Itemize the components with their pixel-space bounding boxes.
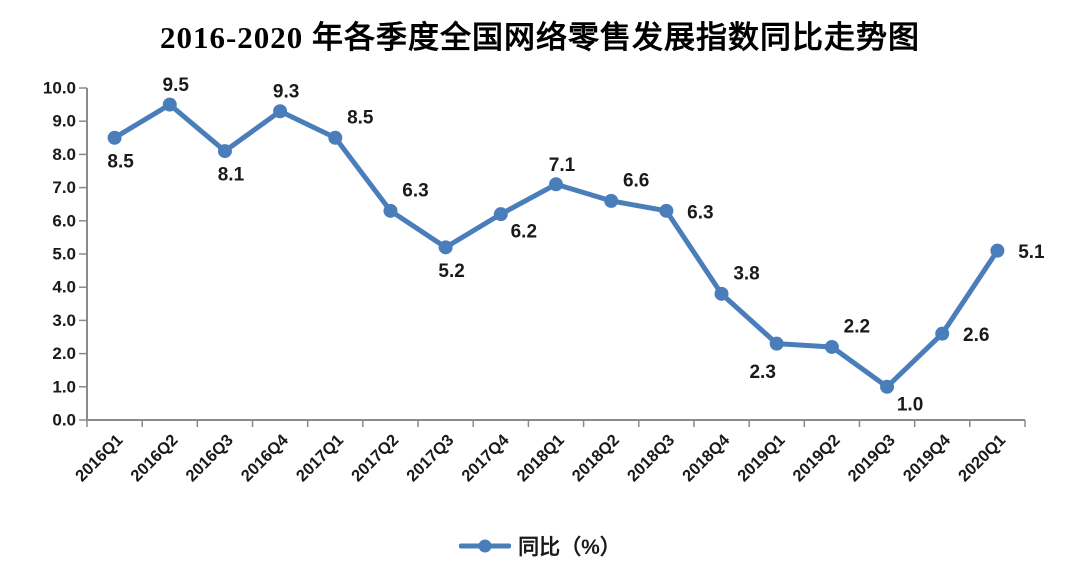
x-tick-label: 2020Q1 — [955, 431, 1009, 485]
data-point — [659, 203, 674, 218]
y-tick-label: 4.0 — [52, 278, 76, 297]
data-point — [162, 97, 177, 112]
y-tick-label: 2.0 — [52, 344, 76, 363]
data-point — [273, 104, 288, 119]
x-tick-label: 2018Q3 — [624, 431, 678, 485]
data-point — [604, 193, 619, 208]
data-label: 1.0 — [897, 394, 923, 415]
data-label: 8.1 — [218, 165, 245, 186]
y-tick-label: 9.0 — [52, 112, 76, 131]
data-point — [824, 339, 839, 354]
legend-label: 同比（%） — [518, 536, 621, 559]
data-point — [438, 240, 453, 255]
y-tick-label: 1.0 — [52, 377, 76, 396]
data-point — [107, 130, 122, 145]
data-label: 6.3 — [402, 180, 428, 201]
data-label: 2.3 — [749, 362, 775, 383]
y-tick-label: 0.0 — [52, 411, 76, 430]
data-label: 3.8 — [733, 263, 759, 284]
y-tick-label: 10.0 — [43, 79, 76, 98]
y-tick-label: 8.0 — [52, 145, 76, 164]
x-tick-label: 2019Q3 — [845, 431, 899, 485]
x-tick-label: 2018Q1 — [514, 431, 568, 485]
y-tick-label: 5.0 — [52, 245, 76, 264]
legend: 同比（%） — [0, 531, 1080, 561]
data-label: 7.1 — [549, 155, 576, 176]
data-label: 2.6 — [963, 325, 989, 346]
data-point — [217, 144, 232, 159]
x-tick-label: 2018Q4 — [679, 431, 734, 486]
data-point — [880, 379, 895, 394]
data-label: 9.3 — [273, 82, 299, 103]
x-tick-label: 2019Q2 — [789, 431, 843, 485]
data-label: 6.2 — [511, 222, 537, 243]
data-label: 2.2 — [844, 316, 870, 337]
data-point — [549, 177, 563, 192]
x-tick-label: 2017Q3 — [403, 431, 457, 485]
x-tick-label: 2019Q1 — [734, 431, 788, 485]
data-point — [383, 203, 398, 218]
y-tick-label: 3.0 — [52, 311, 76, 330]
data-label: 9.5 — [163, 75, 190, 96]
data-point — [990, 243, 1005, 258]
data-point — [935, 326, 950, 341]
x-tick-label: 2016Q3 — [183, 431, 237, 485]
data-label: 8.5 — [107, 151, 134, 172]
data-label: 8.5 — [347, 107, 374, 128]
y-tick-label: 7.0 — [52, 178, 76, 197]
x-tick-label: 2017Q4 — [458, 431, 513, 486]
data-label: 6.6 — [623, 170, 649, 191]
data-point — [714, 286, 729, 301]
chart-title: 2016-2020 年各季度全国网络零售发展指数同比走势图 — [159, 20, 921, 55]
x-tick-label: 2016Q2 — [127, 431, 181, 485]
legend-line-marker-icon — [459, 539, 512, 553]
y-tick-label: 6.0 — [52, 211, 76, 230]
x-tick-label: 2019Q4 — [900, 431, 955, 486]
data-label: 5.2 — [438, 261, 464, 282]
x-tick-label: 2017Q1 — [293, 431, 347, 485]
data-point — [493, 207, 508, 222]
x-tick-label: 2016Q4 — [238, 431, 293, 486]
data-label: 6.3 — [687, 202, 713, 223]
data-point — [328, 130, 343, 145]
data-point — [769, 336, 784, 351]
x-tick-label: 2018Q2 — [569, 431, 623, 485]
data-label: 5.1 — [1018, 242, 1045, 263]
x-tick-label: 2016Q1 — [72, 431, 126, 485]
x-tick-label: 2017Q2 — [348, 431, 402, 485]
series-line — [112, 102, 1000, 390]
